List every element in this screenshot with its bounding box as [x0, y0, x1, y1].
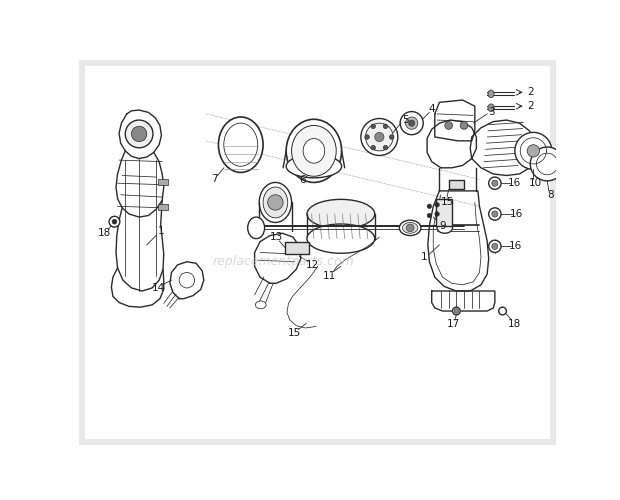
Text: 7: 7 [211, 174, 218, 184]
Ellipse shape [259, 182, 291, 222]
Ellipse shape [307, 200, 374, 228]
Text: 17: 17 [446, 319, 460, 329]
Text: 10: 10 [528, 178, 541, 188]
Circle shape [435, 202, 440, 207]
Circle shape [492, 180, 498, 186]
Ellipse shape [303, 138, 325, 163]
Ellipse shape [488, 104, 494, 112]
Ellipse shape [437, 222, 453, 233]
Circle shape [460, 122, 468, 130]
Circle shape [383, 146, 388, 150]
Circle shape [435, 212, 440, 216]
Circle shape [427, 213, 432, 218]
Circle shape [492, 244, 498, 250]
Circle shape [409, 120, 415, 126]
Circle shape [112, 220, 117, 224]
Ellipse shape [402, 222, 418, 233]
Circle shape [371, 124, 376, 128]
Circle shape [374, 132, 384, 141]
Text: 2: 2 [527, 88, 534, 98]
Text: 8: 8 [547, 190, 554, 200]
Ellipse shape [286, 154, 342, 178]
Text: 1: 1 [421, 252, 427, 262]
Bar [436, 198, 453, 226]
Bar [449, 180, 464, 190]
Text: 16: 16 [510, 209, 523, 219]
Ellipse shape [286, 120, 342, 182]
Bar [285, 242, 309, 254]
Circle shape [268, 194, 283, 210]
Ellipse shape [247, 217, 265, 238]
Ellipse shape [255, 301, 266, 308]
Bar [158, 178, 167, 184]
Circle shape [489, 177, 501, 190]
Text: 18: 18 [98, 228, 111, 238]
Text: 9: 9 [439, 220, 446, 230]
Circle shape [489, 208, 501, 220]
Circle shape [405, 117, 418, 130]
Text: 1: 1 [157, 226, 164, 236]
Circle shape [454, 308, 459, 314]
Circle shape [109, 216, 120, 227]
Text: 15: 15 [440, 196, 454, 206]
Text: 4: 4 [428, 104, 435, 115]
Polygon shape [427, 120, 476, 168]
Text: 5: 5 [402, 115, 409, 125]
Circle shape [445, 122, 453, 130]
Ellipse shape [263, 187, 288, 218]
Polygon shape [255, 233, 301, 283]
Text: 13: 13 [270, 232, 283, 242]
Text: 14: 14 [152, 283, 165, 293]
Circle shape [530, 147, 564, 181]
Circle shape [498, 307, 507, 315]
Ellipse shape [365, 123, 393, 151]
Circle shape [492, 211, 498, 217]
Circle shape [365, 134, 370, 140]
Circle shape [389, 134, 394, 140]
Ellipse shape [399, 220, 421, 236]
Text: 16: 16 [509, 242, 522, 252]
Circle shape [371, 146, 376, 150]
Ellipse shape [224, 123, 258, 166]
Polygon shape [170, 262, 204, 298]
Polygon shape [432, 291, 495, 311]
Ellipse shape [400, 112, 423, 134]
Text: 16: 16 [508, 178, 521, 188]
Circle shape [131, 126, 147, 142]
Circle shape [515, 132, 552, 170]
Text: 11: 11 [322, 270, 336, 280]
Text: 12: 12 [306, 260, 319, 270]
Text: 18: 18 [508, 319, 521, 329]
Text: 6: 6 [299, 175, 306, 185]
Circle shape [406, 224, 414, 232]
Ellipse shape [291, 126, 336, 176]
Circle shape [527, 144, 539, 157]
Circle shape [383, 124, 388, 128]
Text: 3: 3 [488, 108, 494, 118]
Bar [158, 204, 167, 210]
Text: replacementparts.com: replacementparts.com [212, 255, 354, 268]
Ellipse shape [307, 224, 374, 254]
Text: 15: 15 [288, 328, 301, 338]
Ellipse shape [218, 117, 263, 172]
Polygon shape [428, 191, 489, 291]
Polygon shape [435, 100, 475, 141]
Polygon shape [470, 120, 535, 176]
Ellipse shape [361, 118, 398, 156]
Circle shape [125, 120, 153, 148]
Circle shape [489, 240, 501, 252]
Circle shape [453, 307, 460, 315]
Ellipse shape [488, 90, 494, 98]
Circle shape [427, 204, 432, 208]
Text: 2: 2 [527, 101, 534, 111]
